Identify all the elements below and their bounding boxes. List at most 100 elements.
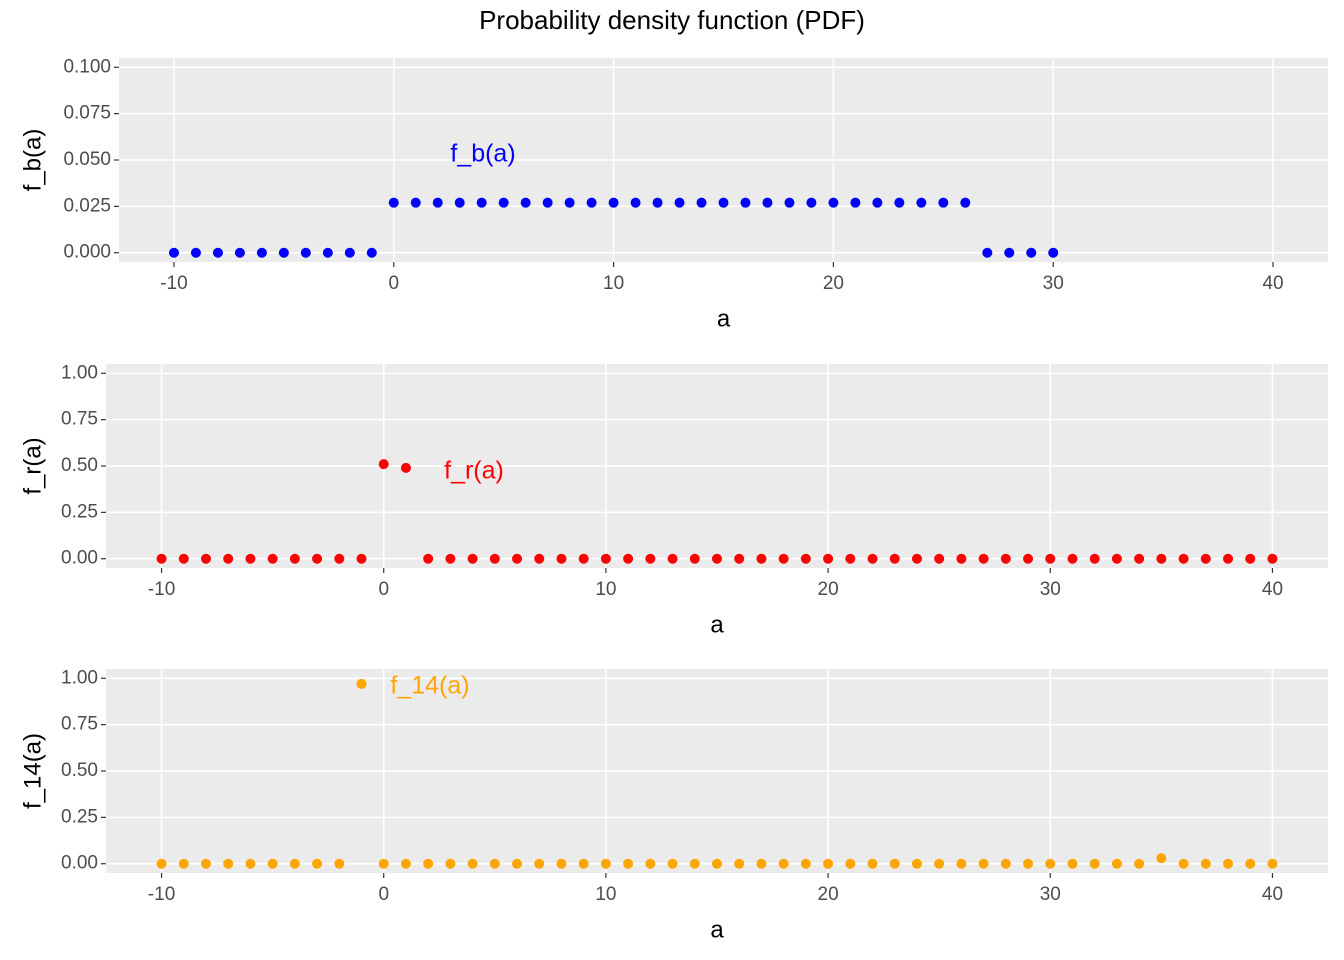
point — [1200, 858, 1211, 869]
x-tick-label: 0 — [388, 273, 399, 294]
point — [578, 858, 589, 869]
point — [168, 247, 179, 258]
point — [212, 247, 223, 258]
point — [556, 553, 567, 564]
y-tick-label: 0.00 — [61, 853, 98, 874]
y-axis-title: f_b(a) — [19, 129, 46, 192]
point — [1045, 858, 1056, 869]
point — [1067, 858, 1078, 869]
point — [1223, 553, 1234, 564]
point — [1000, 553, 1011, 564]
point — [867, 553, 878, 564]
point — [312, 553, 323, 564]
y-tick-label: 0.75 — [61, 409, 98, 430]
point — [334, 553, 345, 564]
point — [534, 553, 545, 564]
point — [256, 247, 267, 258]
point — [267, 553, 278, 564]
point — [806, 197, 817, 208]
point — [1067, 553, 1078, 564]
point — [608, 197, 619, 208]
point — [489, 553, 500, 564]
point — [564, 197, 575, 208]
point — [734, 858, 745, 869]
point — [388, 197, 399, 208]
point — [223, 553, 234, 564]
x-tick-label: 30 — [1040, 579, 1061, 600]
point — [889, 553, 900, 564]
point — [718, 197, 729, 208]
point — [156, 553, 167, 564]
point — [756, 553, 767, 564]
x-tick-label: 10 — [595, 884, 616, 905]
point — [1111, 858, 1122, 869]
point — [1134, 553, 1145, 564]
point — [1156, 553, 1167, 564]
point — [432, 197, 443, 208]
point — [1245, 553, 1256, 564]
point — [586, 197, 597, 208]
x-tick-label: 40 — [1262, 273, 1283, 294]
point — [712, 553, 722, 564]
point — [956, 553, 967, 564]
point — [689, 553, 700, 564]
point — [740, 197, 751, 208]
point — [467, 553, 478, 564]
y-tick-label: 0.25 — [61, 501, 98, 522]
point — [1026, 247, 1037, 258]
point — [734, 553, 745, 564]
point — [312, 858, 323, 869]
point — [1023, 858, 1034, 869]
y-tick-label: 0.25 — [61, 806, 98, 827]
point — [178, 553, 189, 564]
annotation: f_14(a) — [390, 672, 469, 700]
point — [652, 197, 663, 208]
point — [1245, 858, 1256, 869]
point — [784, 197, 795, 208]
point — [1004, 247, 1015, 258]
point — [278, 247, 289, 258]
point — [445, 553, 456, 564]
y-tick-label: 0.75 — [61, 714, 98, 735]
x-tick-label: 0 — [378, 579, 389, 600]
chart-title: Probability density function (PDF) — [479, 5, 865, 35]
point — [889, 858, 900, 869]
x-tick-label: -10 — [148, 884, 175, 905]
x-tick-label: 20 — [823, 273, 844, 294]
y-tick-label: 0.025 — [63, 195, 111, 216]
point — [534, 858, 545, 869]
point — [645, 858, 656, 869]
point — [630, 197, 641, 208]
x-tick-label: 0 — [378, 884, 389, 905]
point — [828, 197, 839, 208]
x-axis-title: a — [710, 916, 724, 943]
point — [556, 858, 567, 869]
point — [267, 858, 278, 869]
point — [934, 858, 945, 869]
point — [696, 197, 707, 208]
point — [1045, 553, 1056, 564]
point — [894, 197, 905, 208]
point — [200, 858, 211, 869]
point — [1267, 858, 1278, 869]
y-tick-label: 0.100 — [63, 56, 111, 77]
point — [410, 197, 421, 208]
point — [289, 553, 300, 564]
point — [1223, 858, 1234, 869]
y-tick-label: 1.00 — [61, 362, 98, 383]
y-axis-title: f_r(a) — [19, 437, 46, 494]
point — [234, 247, 245, 258]
y-tick-label: 0.000 — [63, 242, 111, 263]
point — [778, 553, 789, 564]
point — [911, 553, 922, 564]
point — [300, 247, 311, 258]
annotation: f_r(a) — [444, 457, 504, 485]
point — [423, 858, 434, 869]
point — [400, 858, 411, 869]
point — [823, 553, 834, 564]
x-tick-label: 30 — [1043, 273, 1064, 294]
point — [178, 858, 189, 869]
point — [600, 858, 611, 869]
point — [938, 197, 949, 208]
